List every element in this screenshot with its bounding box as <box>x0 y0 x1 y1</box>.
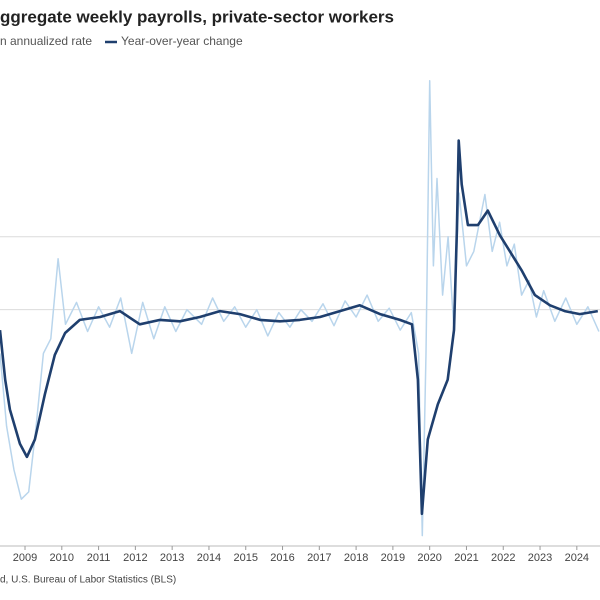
series-line <box>0 139 599 516</box>
x-tick-label: 2024 <box>565 552 589 564</box>
x-tick-label: 2018 <box>344 552 368 564</box>
x-tick-label: 2014 <box>197 552 221 564</box>
x-tick-label: 2021 <box>454 552 478 564</box>
series-line <box>0 80 600 537</box>
x-tick-label: 2009 <box>13 552 37 564</box>
legend-label: n annualized rate <box>0 34 92 48</box>
x-tick-label: 2019 <box>381 552 405 564</box>
source-note: d, U.S. Bureau of Labor Statistics (BLS) <box>0 575 176 586</box>
legend-label: Year-over-year change <box>121 34 243 48</box>
x-tick-label: 2022 <box>491 552 515 564</box>
chart-title: ggregate weekly payrolls, private-sector… <box>0 7 394 26</box>
x-tick-label: 2017 <box>307 552 331 564</box>
x-tick-label: 2011 <box>87 552 111 564</box>
x-tick-label: 2023 <box>528 552 552 564</box>
x-tick-label: 2015 <box>233 552 257 564</box>
x-tick-label: 2016 <box>270 552 294 564</box>
x-tick-label: 2010 <box>50 552 74 564</box>
x-tick-label: 2020 <box>417 552 441 564</box>
x-tick-label: 2012 <box>123 552 147 564</box>
x-tick-label: 2013 <box>160 552 184 564</box>
